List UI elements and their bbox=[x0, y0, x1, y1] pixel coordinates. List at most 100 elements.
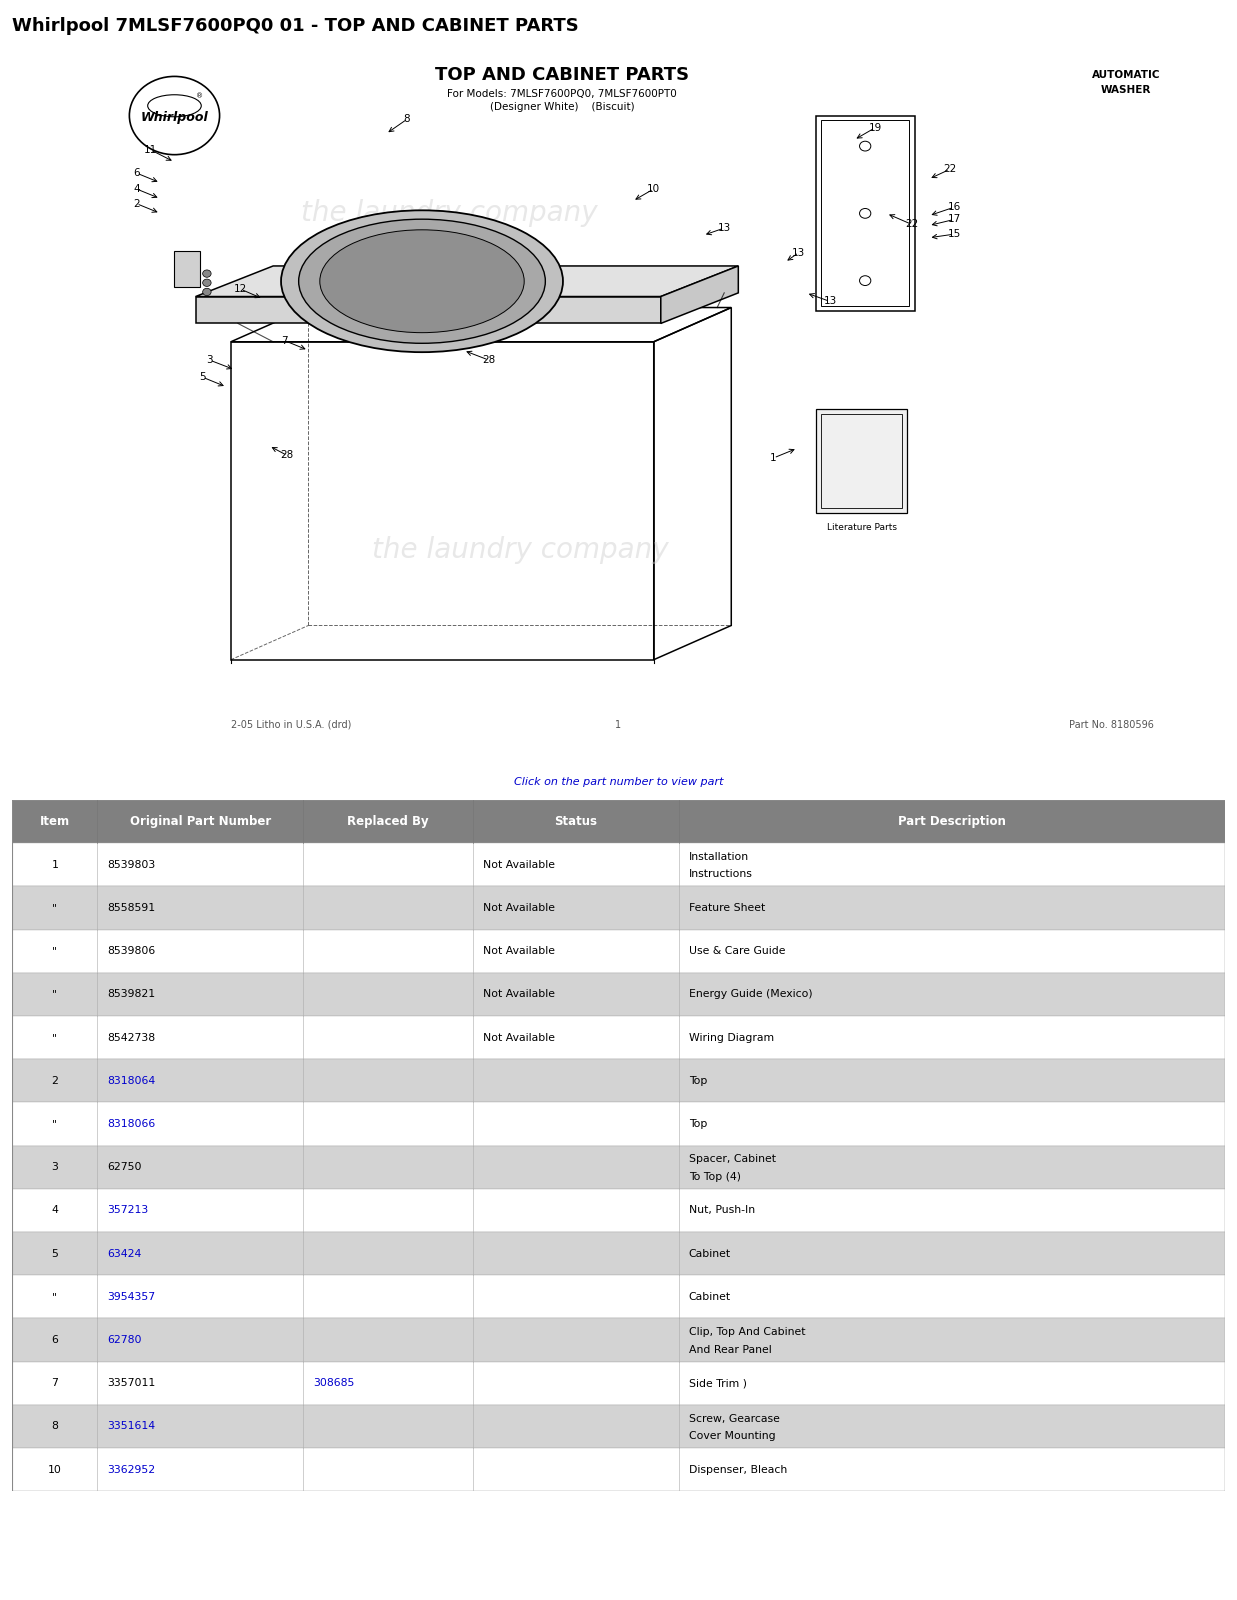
Bar bbox=[12, 1059, 1225, 1102]
Text: Spacer, Cabinet: Spacer, Cabinet bbox=[689, 1155, 776, 1165]
Text: 11: 11 bbox=[143, 144, 157, 155]
Text: 17: 17 bbox=[948, 214, 961, 224]
Text: 3: 3 bbox=[52, 1162, 58, 1173]
Text: 62750: 62750 bbox=[106, 1162, 141, 1173]
Text: Not Available: Not Available bbox=[482, 902, 554, 914]
Text: ": " bbox=[52, 946, 57, 957]
Polygon shape bbox=[661, 266, 738, 323]
Bar bbox=[12, 1405, 1225, 1448]
Text: Literature Parts: Literature Parts bbox=[826, 523, 897, 531]
Text: 22: 22 bbox=[943, 165, 956, 174]
Text: Part No. 8180596: Part No. 8180596 bbox=[1069, 720, 1154, 730]
Text: 2: 2 bbox=[134, 198, 140, 208]
Bar bbox=[174, 251, 200, 288]
Text: ": " bbox=[52, 989, 57, 1000]
Text: 1: 1 bbox=[771, 453, 777, 462]
Text: 8318066: 8318066 bbox=[106, 1118, 155, 1130]
Text: 12: 12 bbox=[234, 285, 247, 294]
Text: 8: 8 bbox=[403, 114, 411, 125]
Bar bbox=[816, 410, 908, 514]
Text: Side Trim ): Side Trim ) bbox=[689, 1378, 747, 1389]
Text: And Rear Panel: And Rear Panel bbox=[689, 1344, 772, 1355]
Text: 2: 2 bbox=[52, 1075, 58, 1086]
Text: 8539821: 8539821 bbox=[106, 989, 155, 1000]
Text: Screw, Gearcase: Screw, Gearcase bbox=[689, 1414, 779, 1424]
Text: 28: 28 bbox=[482, 355, 496, 365]
Text: Not Available: Not Available bbox=[482, 946, 554, 957]
Text: 5: 5 bbox=[199, 373, 207, 382]
Ellipse shape bbox=[298, 219, 546, 344]
Text: Replaced By: Replaced By bbox=[348, 814, 429, 829]
Text: Cabinet: Cabinet bbox=[689, 1291, 731, 1302]
Text: 10: 10 bbox=[647, 184, 661, 194]
Text: the laundry company: the laundry company bbox=[301, 200, 597, 227]
Text: Whirlpool 7MLSF7600PQ0 01 - TOP AND CABINET PARTS: Whirlpool 7MLSF7600PQ0 01 - TOP AND CABI… bbox=[12, 16, 579, 35]
Text: 6: 6 bbox=[52, 1334, 58, 1346]
Ellipse shape bbox=[281, 210, 563, 352]
Ellipse shape bbox=[320, 230, 524, 333]
Text: 3357011: 3357011 bbox=[106, 1378, 155, 1389]
Text: Instructions: Instructions bbox=[689, 869, 752, 880]
Text: Whirlpool: Whirlpool bbox=[141, 112, 208, 125]
Text: 18: 18 bbox=[422, 272, 435, 282]
Text: Wiring Diagram: Wiring Diagram bbox=[689, 1032, 774, 1043]
Text: WASHER: WASHER bbox=[1101, 85, 1152, 94]
Text: 3: 3 bbox=[207, 355, 213, 365]
Circle shape bbox=[203, 278, 212, 286]
Text: Top: Top bbox=[689, 1075, 708, 1086]
Text: 6: 6 bbox=[134, 168, 140, 178]
Text: 28: 28 bbox=[281, 451, 294, 461]
Text: 63424: 63424 bbox=[106, 1248, 141, 1259]
Bar bbox=[12, 1275, 1225, 1318]
Text: Cabinet: Cabinet bbox=[689, 1248, 731, 1259]
Text: Original Part Number: Original Part Number bbox=[130, 814, 271, 829]
Text: ": " bbox=[52, 1032, 57, 1043]
Text: 3954357: 3954357 bbox=[106, 1291, 155, 1302]
Text: Nut, Push-In: Nut, Push-In bbox=[689, 1205, 755, 1216]
Text: 7: 7 bbox=[281, 336, 288, 346]
Bar bbox=[12, 1102, 1225, 1146]
Bar bbox=[12, 1232, 1225, 1275]
Text: TOP AND CABINET PARTS: TOP AND CABINET PARTS bbox=[435, 66, 689, 85]
Text: 3362952: 3362952 bbox=[106, 1464, 155, 1475]
Text: For Models: 7MLSF7600PQ0, 7MLSF7600PT0: For Models: 7MLSF7600PQ0, 7MLSF7600PT0 bbox=[448, 88, 677, 99]
Text: 5: 5 bbox=[52, 1248, 58, 1259]
Text: 13: 13 bbox=[793, 248, 805, 258]
Text: 1: 1 bbox=[52, 859, 58, 870]
Text: 8539803: 8539803 bbox=[106, 859, 155, 870]
Text: 2-05 Litho in U.S.A. (drd): 2-05 Litho in U.S.A. (drd) bbox=[231, 720, 351, 730]
Text: Top: Top bbox=[689, 1118, 708, 1130]
Bar bbox=[12, 886, 1225, 930]
Text: Part Description: Part Description bbox=[898, 814, 1006, 829]
Text: 8542738: 8542738 bbox=[106, 1032, 155, 1043]
Bar bbox=[12, 1189, 1225, 1232]
Text: 3351614: 3351614 bbox=[106, 1421, 155, 1432]
Text: Status: Status bbox=[554, 814, 597, 829]
Text: Click on the part number to view part: Click on the part number to view part bbox=[513, 778, 724, 787]
Text: ®: ® bbox=[197, 93, 203, 99]
Text: 1: 1 bbox=[616, 720, 621, 730]
Text: 13: 13 bbox=[824, 296, 836, 307]
Text: 19: 19 bbox=[868, 123, 882, 133]
Bar bbox=[12, 1016, 1225, 1059]
Bar bbox=[12, 1362, 1225, 1405]
Text: 13: 13 bbox=[717, 222, 731, 234]
Text: AUTOMATIC: AUTOMATIC bbox=[1092, 70, 1160, 80]
Bar bbox=[821, 414, 902, 509]
Text: Use & Care Guide: Use & Care Guide bbox=[689, 946, 785, 957]
Polygon shape bbox=[195, 266, 738, 296]
Text: 308685: 308685 bbox=[313, 1378, 354, 1389]
Text: (Designer White)    (Biscuit): (Designer White) (Biscuit) bbox=[490, 102, 635, 112]
Text: the laundry company: the laundry company bbox=[371, 536, 668, 563]
Text: Not Available: Not Available bbox=[482, 1032, 554, 1043]
Bar bbox=[12, 1318, 1225, 1362]
Bar bbox=[12, 973, 1225, 1016]
Circle shape bbox=[203, 288, 212, 296]
Bar bbox=[12, 843, 1225, 886]
Text: 16: 16 bbox=[948, 202, 961, 213]
Text: 8539806: 8539806 bbox=[106, 946, 155, 957]
Text: 10: 10 bbox=[48, 1464, 62, 1475]
Text: 4: 4 bbox=[134, 184, 140, 194]
Text: 357213: 357213 bbox=[106, 1205, 148, 1216]
Text: Item: Item bbox=[40, 814, 69, 829]
